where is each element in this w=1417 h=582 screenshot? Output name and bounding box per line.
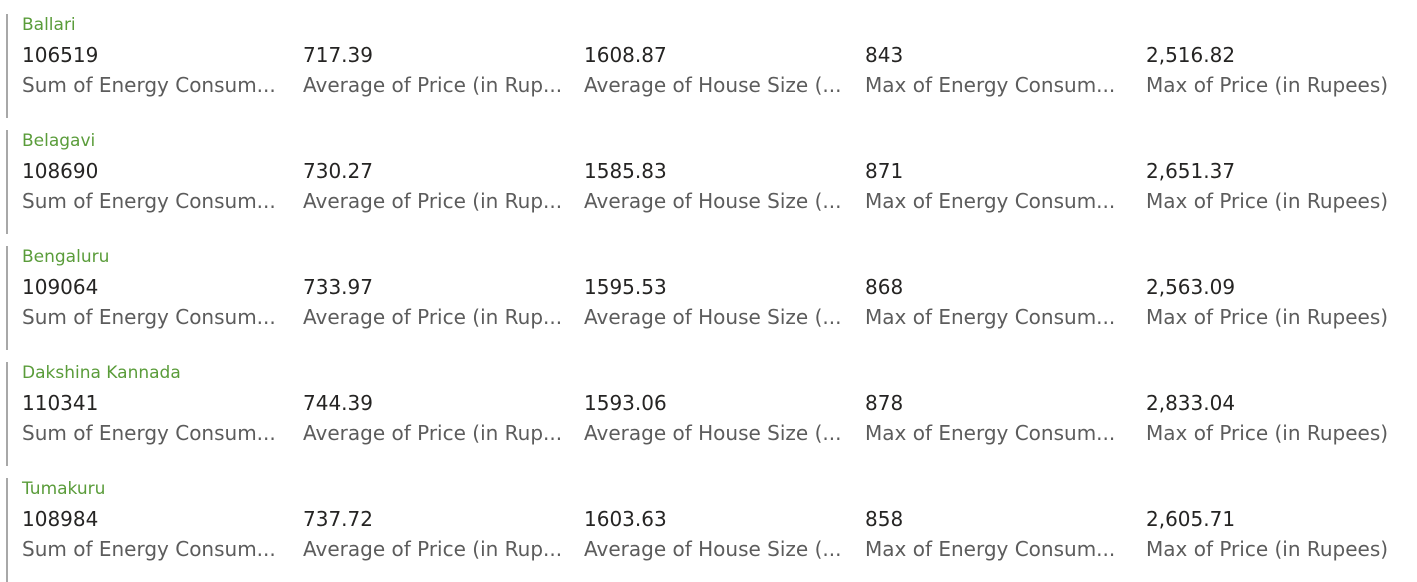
metric-label: Average of Price (in Rup... — [303, 73, 563, 97]
metric-value: 2,516.82 — [1146, 43, 1236, 67]
metric-label: Average of Price (in Rup... — [303, 189, 563, 213]
metric-value: 108690 — [22, 159, 99, 183]
metric-value: 868 — [865, 275, 904, 299]
metric-average-house-size: 1585.83 Average of House Size (... — [584, 158, 856, 214]
metric-value: 1585.83 — [584, 159, 667, 183]
metric-value: 1593.06 — [584, 391, 667, 415]
metric-label: Max of Price (in Rupees) — [1146, 73, 1389, 97]
card-city-title: Belagavi — [22, 131, 96, 151]
metric-max-price: 2,516.82 Max of Price (in Rupees) — [1146, 42, 1417, 98]
metric-label: Max of Energy Consum... — [865, 421, 1116, 445]
multi-row-card-tumakuru: Tumakuru 108984 Sum of Energy Consum... … — [6, 478, 1406, 582]
metric-label: Average of House Size (... — [584, 305, 842, 329]
metric-value: 108984 — [22, 507, 99, 531]
metric-label: Sum of Energy Consum... — [22, 305, 276, 329]
metric-value: 878 — [865, 391, 904, 415]
multi-row-card-bengaluru: Bengaluru 109064 Sum of Energy Consum...… — [6, 246, 1406, 350]
metric-label: Max of Energy Consum... — [865, 73, 1116, 97]
multi-row-card-ballari: Ballari 106519 Sum of Energy Consum... 7… — [6, 14, 1406, 118]
metric-sum-energy-consumption: 106519 Sum of Energy Consum... — [22, 42, 294, 98]
metric-label: Max of Energy Consum... — [865, 305, 1116, 329]
metric-value: 744.39 — [303, 391, 373, 415]
metric-value: 2,605.71 — [1146, 507, 1236, 531]
metric-value: 858 — [865, 507, 904, 531]
metric-value: 733.97 — [303, 275, 373, 299]
metric-average-price: 737.72 Average of Price (in Rup... — [303, 506, 575, 562]
metric-average-house-size: 1595.53 Average of House Size (... — [584, 274, 856, 330]
metric-value: 730.27 — [303, 159, 373, 183]
metric-label: Average of House Size (... — [584, 189, 842, 213]
metric-label: Average of Price (in Rup... — [303, 421, 563, 445]
metric-max-price: 2,563.09 Max of Price (in Rupees) — [1146, 274, 1417, 330]
metric-max-energy-consumption: 868 Max of Energy Consum... — [865, 274, 1137, 330]
metric-value: 737.72 — [303, 507, 373, 531]
metric-value: 106519 — [22, 43, 99, 67]
metric-sum-energy-consumption: 108984 Sum of Energy Consum... — [22, 506, 294, 562]
metric-value: 871 — [865, 159, 904, 183]
metric-max-energy-consumption: 871 Max of Energy Consum... — [865, 158, 1137, 214]
metric-label: Average of House Size (... — [584, 537, 842, 561]
metric-value: 843 — [865, 43, 904, 67]
metric-label: Sum of Energy Consum... — [22, 73, 276, 97]
metric-label: Max of Price (in Rupees) — [1146, 189, 1389, 213]
metric-value: 1608.87 — [584, 43, 667, 67]
metric-average-house-size: 1603.63 Average of House Size (... — [584, 506, 856, 562]
metric-value: 110341 — [22, 391, 99, 415]
metric-max-price: 2,651.37 Max of Price (in Rupees) — [1146, 158, 1417, 214]
metric-label: Max of Price (in Rupees) — [1146, 305, 1389, 329]
metric-label: Max of Price (in Rupees) — [1146, 421, 1389, 445]
metric-label: Sum of Energy Consum... — [22, 421, 276, 445]
metric-max-energy-consumption: 843 Max of Energy Consum... — [865, 42, 1137, 98]
card-city-title: Bengaluru — [22, 247, 110, 267]
metric-max-price: 2,833.04 Max of Price (in Rupees) — [1146, 390, 1417, 446]
metric-value: 1595.53 — [584, 275, 667, 299]
card-city-title: Ballari — [22, 15, 76, 35]
metric-label: Max of Price (in Rupees) — [1146, 537, 1389, 561]
metric-label: Average of House Size (... — [584, 421, 842, 445]
metric-value: 2,563.09 — [1146, 275, 1236, 299]
metric-max-energy-consumption: 858 Max of Energy Consum... — [865, 506, 1137, 562]
metric-sum-energy-consumption: 109064 Sum of Energy Consum... — [22, 274, 294, 330]
metric-label: Average of House Size (... — [584, 73, 842, 97]
multi-row-card-belagavi: Belagavi 108690 Sum of Energy Consum... … — [6, 130, 1406, 234]
metric-sum-energy-consumption: 108690 Sum of Energy Consum... — [22, 158, 294, 214]
metric-average-price: 733.97 Average of Price (in Rup... — [303, 274, 575, 330]
metric-value: 1603.63 — [584, 507, 667, 531]
metric-average-price: 730.27 Average of Price (in Rup... — [303, 158, 575, 214]
card-city-title: Tumakuru — [22, 479, 106, 499]
metric-label: Average of Price (in Rup... — [303, 305, 563, 329]
multi-row-card-dakshina-kannada: Dakshina Kannada 110341 Sum of Energy Co… — [6, 362, 1406, 466]
metric-label: Max of Energy Consum... — [865, 189, 1116, 213]
metric-label: Average of Price (in Rup... — [303, 537, 563, 561]
metric-average-price: 717.39 Average of Price (in Rup... — [303, 42, 575, 98]
metric-average-house-size: 1608.87 Average of House Size (... — [584, 42, 856, 98]
metric-value: 2,651.37 — [1146, 159, 1236, 183]
metric-value: 717.39 — [303, 43, 373, 67]
metric-average-house-size: 1593.06 Average of House Size (... — [584, 390, 856, 446]
metric-average-price: 744.39 Average of Price (in Rup... — [303, 390, 575, 446]
metric-label: Sum of Energy Consum... — [22, 537, 276, 561]
metric-value: 109064 — [22, 275, 99, 299]
metric-max-energy-consumption: 878 Max of Energy Consum... — [865, 390, 1137, 446]
card-city-title: Dakshina Kannada — [22, 363, 181, 383]
metric-max-price: 2,605.71 Max of Price (in Rupees) — [1146, 506, 1417, 562]
metric-label: Max of Energy Consum... — [865, 537, 1116, 561]
metric-sum-energy-consumption: 110341 Sum of Energy Consum... — [22, 390, 294, 446]
metric-value: 2,833.04 — [1146, 391, 1236, 415]
metric-label: Sum of Energy Consum... — [22, 189, 276, 213]
